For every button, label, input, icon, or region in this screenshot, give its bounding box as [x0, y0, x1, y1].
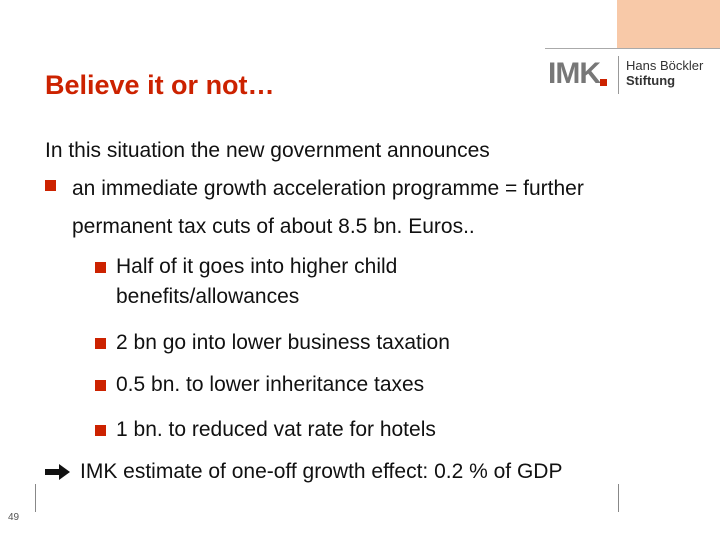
header-rule — [545, 48, 720, 49]
slide-title: Believe it or not… — [45, 70, 275, 100]
intro: In this situation the new government ann… — [45, 139, 490, 162]
page-number: 49 — [8, 512, 20, 523]
sub-bullet: 0.5 bn. to lower inheritance taxes — [116, 373, 425, 396]
footer-rule — [618, 484, 619, 512]
logo-divider — [618, 56, 619, 94]
logo-org-line: Stiftung — [626, 73, 676, 88]
bullet-marker — [45, 180, 56, 191]
logo-org: Hans Böckler Stiftung — [626, 58, 703, 88]
bullet-marker — [95, 425, 106, 436]
logo-org-line: Hans Böckler — [626, 58, 704, 73]
bullet-marker — [95, 262, 106, 273]
logo-mark: IMK — [548, 57, 601, 90]
bullet-marker — [95, 338, 106, 349]
conclusion: IMK estimate of one-off growth effect: 0… — [80, 460, 563, 483]
bullet-text: an immediate growth acceleration program… — [72, 177, 584, 238]
corner-block — [617, 0, 720, 48]
logo: IMK Hans Böckler Stiftung — [548, 56, 720, 96]
sub-bullet: 2 bn go into lower business taxation — [116, 331, 450, 354]
arrow-icon — [45, 464, 70, 480]
sub-bullet: Half of it goes into higher child benefi… — [116, 255, 398, 308]
sub-bullet: 1 bn. to reduced vat rate for hotels — [116, 418, 436, 441]
logo-dot — [600, 79, 607, 86]
bullet-marker — [95, 380, 106, 391]
footer-rule — [35, 484, 36, 512]
